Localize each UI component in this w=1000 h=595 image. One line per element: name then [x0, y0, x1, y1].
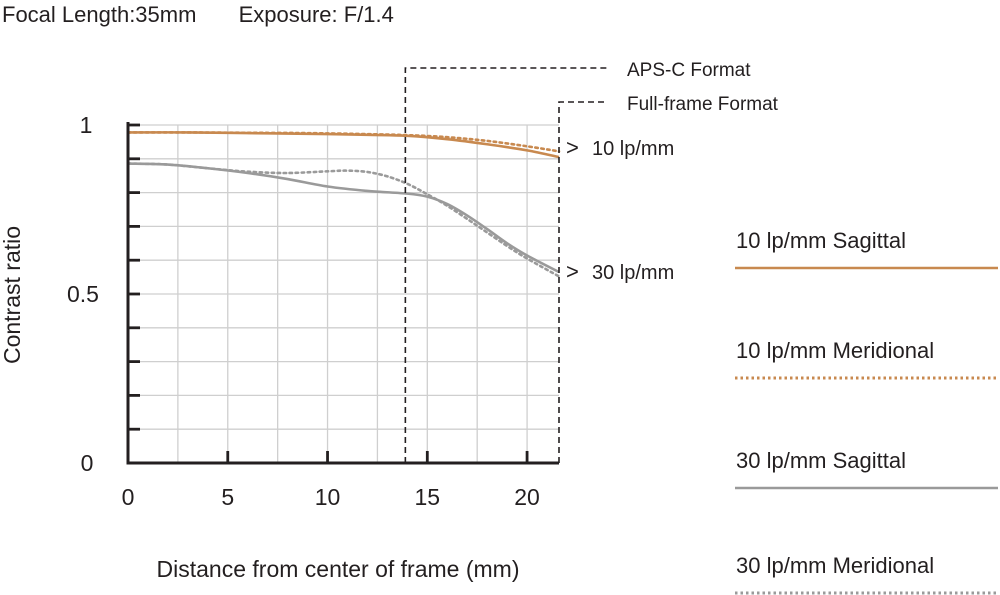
- series-line-10-lp-mm-sagittal: [127, 131, 560, 159]
- y-tick-label: 0: [81, 450, 94, 476]
- legend: 10 lp/mm Sagittal 10 lp/mm Meridional 30 l…: [735, 228, 998, 595]
- y-tick-label: 1: [80, 112, 93, 138]
- apsc-boundary-line: [404, 67, 608, 463]
- focal-length-text: Focal Length:35mm: [2, 2, 197, 27]
- chart-grid: [128, 124, 559, 463]
- x-axis-title: Distance from center of frame (mm): [157, 556, 520, 582]
- plot-lines: [126, 131, 561, 278]
- x-tick-label: 15: [415, 484, 441, 510]
- legend-label-10-lp-mm-sagittal: 10 lp/mm Sagittal: [736, 228, 906, 253]
- x-tick-label: 5: [221, 484, 234, 510]
- legend-label-30-lp-mm-meridional: 30 lp/mm Meridional: [736, 553, 934, 578]
- chart-header: Focal Length:35mm Exposure: F/1.4: [2, 2, 430, 28]
- arrow-glyph-10: >: [566, 135, 579, 160]
- chart-axes: [126, 122, 559, 465]
- tick-labels: 0 5 10 15 20 0 0.5 1: [67, 112, 540, 510]
- series-line-10-lp-mm-meridional: [126, 131, 561, 153]
- y-tick-label: 0.5: [67, 281, 99, 307]
- legend-label-30-lp-mm-sagittal: 30 lp/mm Sagittal: [736, 448, 906, 473]
- exposure-text: Exposure: F/1.4: [238, 2, 394, 27]
- series-line-30-lp-mm-sagittal: [127, 162, 560, 274]
- format-markers: APS-C Format Full-frame Format > 10 lp/mm > 3…: [404, 60, 779, 463]
- legend-label-10-lp-mm-meridional: 10 lp/mm Meridional: [736, 338, 934, 363]
- annotation-10-lpmm: 10 lp/mm: [592, 138, 674, 160]
- fullframe-format-label: Full-frame Format: [627, 94, 779, 115]
- y-axis-title: Contrast ratio: [0, 226, 25, 364]
- x-tick-label: 10: [315, 484, 341, 510]
- annotation-30-lpmm: 30 lp/mm: [592, 262, 674, 284]
- fullframe-boundary-line: [558, 101, 608, 463]
- series-line-30-lp-mm-meridional: [126, 162, 561, 278]
- arrow-glyph-30: >: [566, 259, 579, 284]
- x-tick-label: 0: [122, 484, 135, 510]
- x-tick-label: 20: [514, 484, 540, 510]
- apsc-format-label: APS-C Format: [627, 60, 751, 81]
